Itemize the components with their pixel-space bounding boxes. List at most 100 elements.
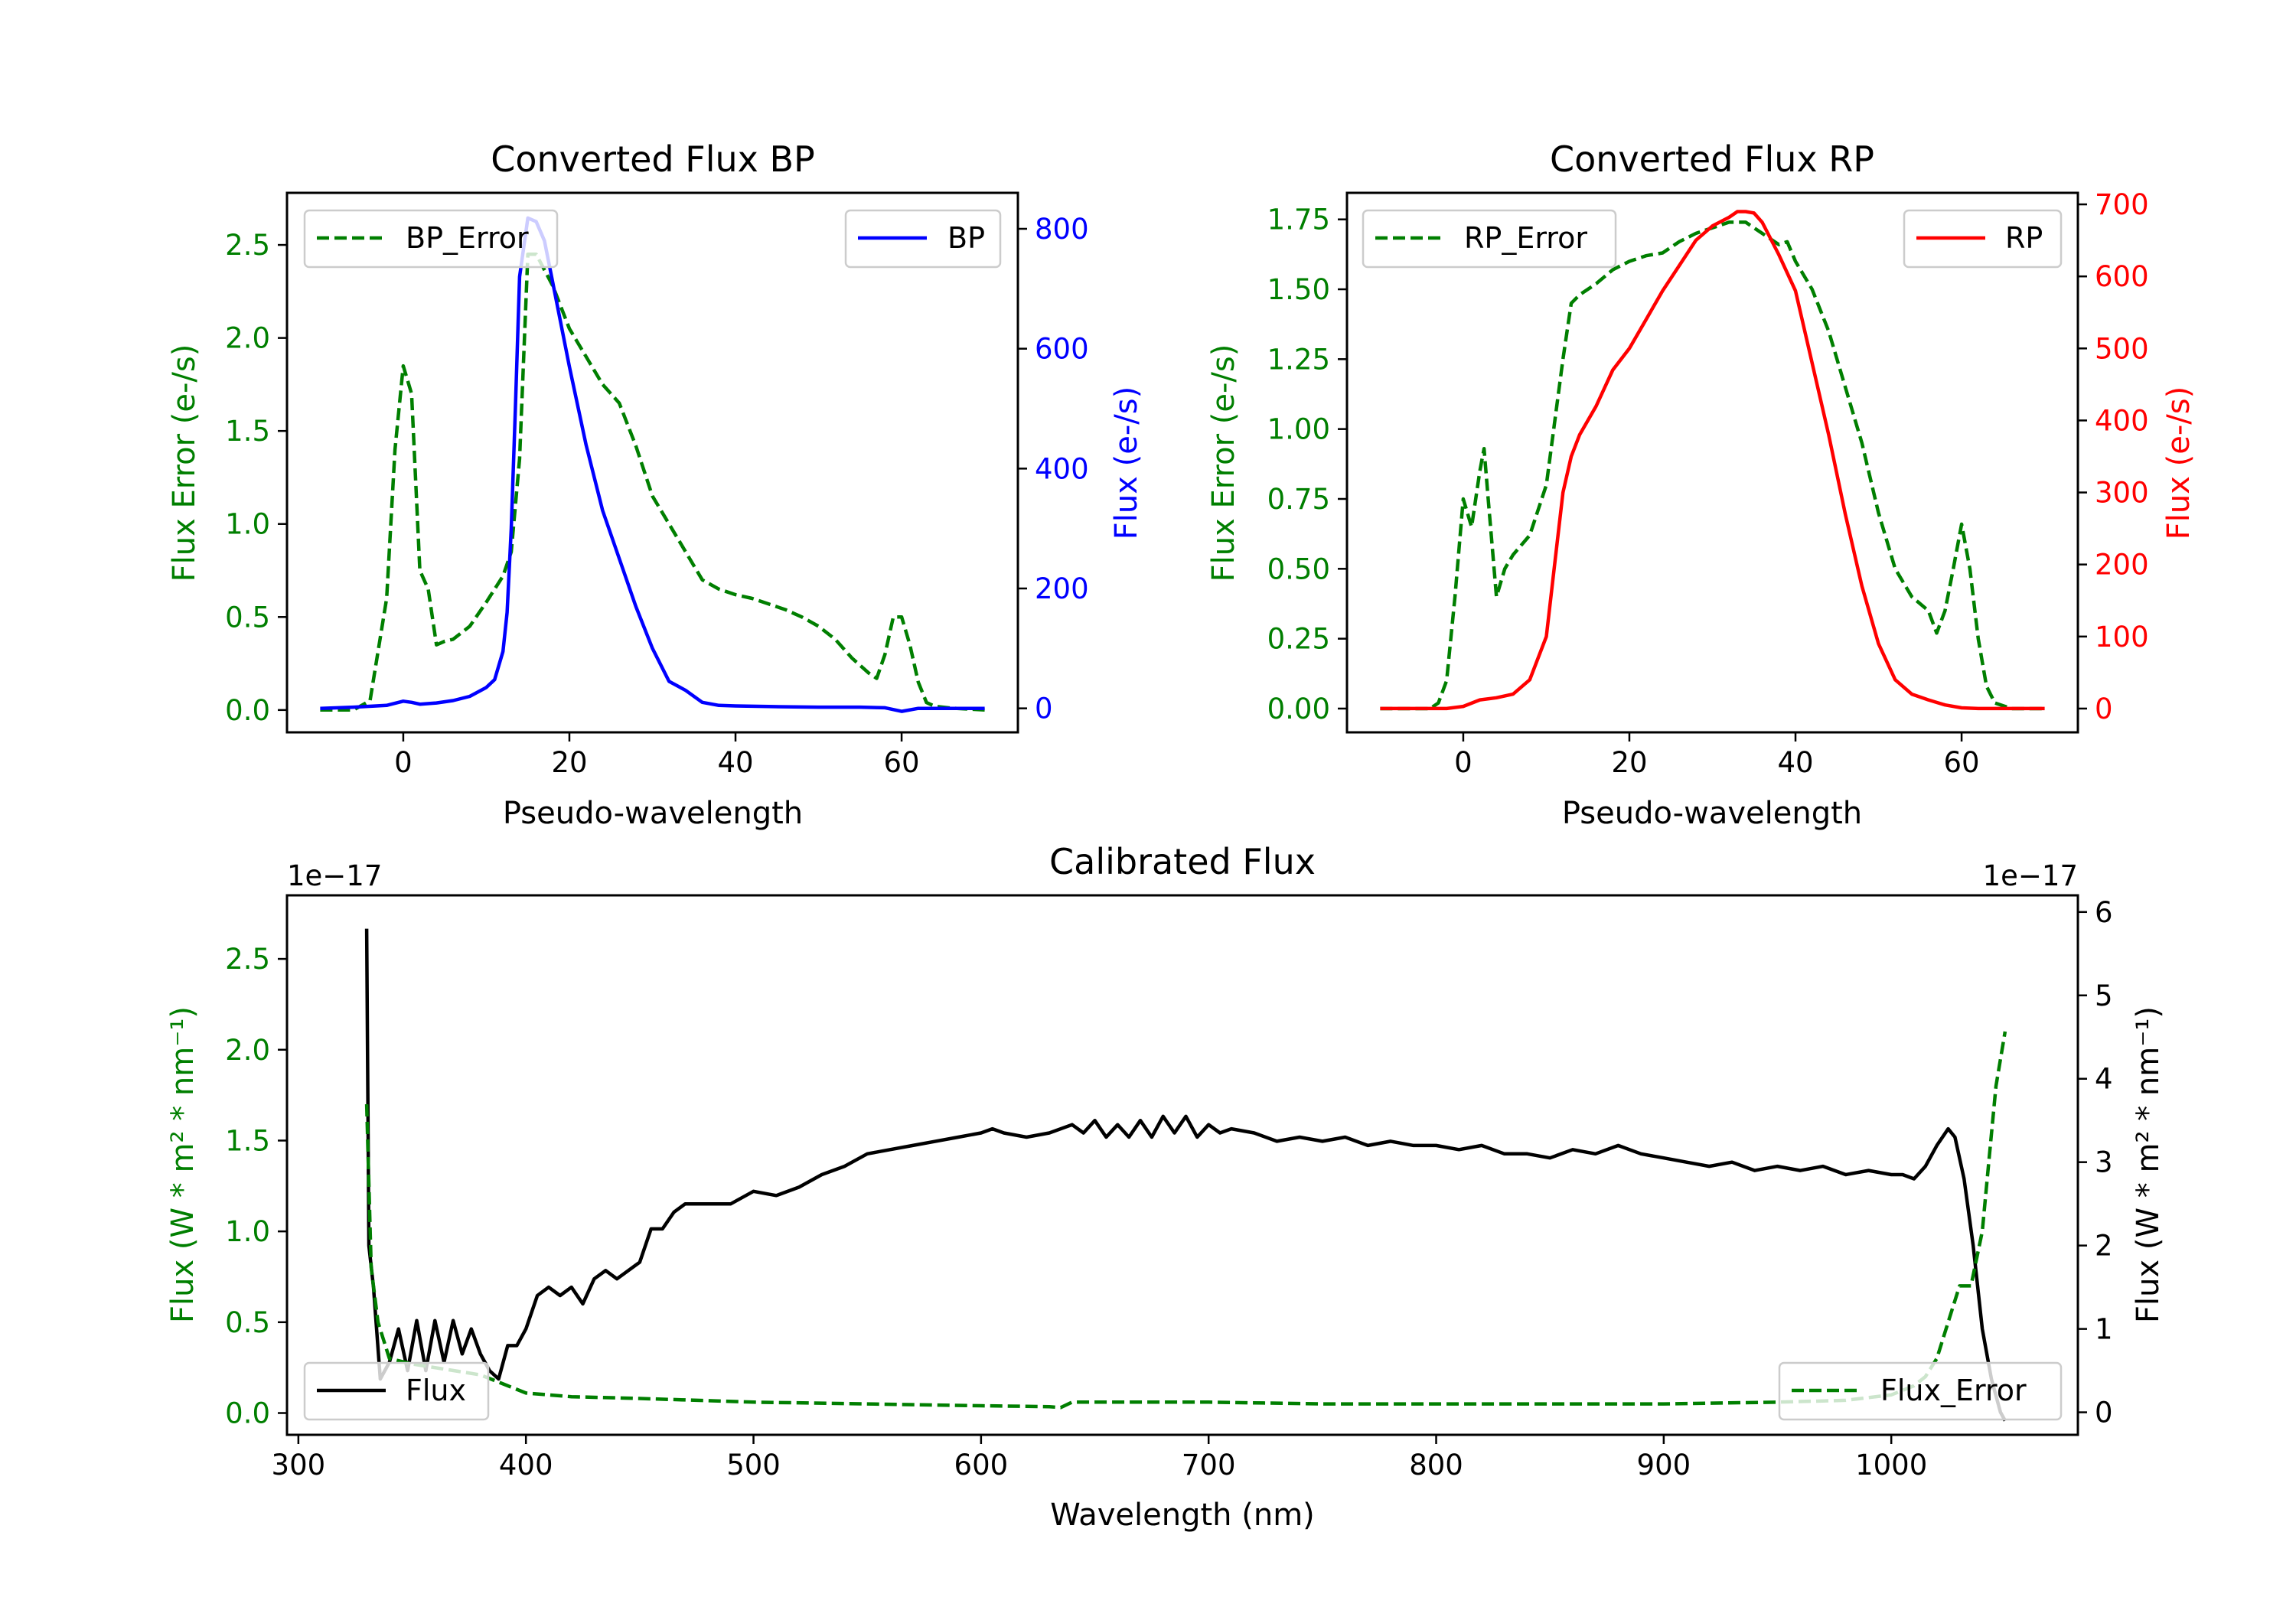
rp-right-ticks: 0 100 200 300 400 500 600 700 — [2078, 188, 2149, 725]
left-tick-label: 0.00 — [1267, 693, 1330, 725]
bp-right-ticks: 0 200 400 600 800 — [1018, 213, 1089, 725]
rp-legend-label: RP — [2005, 221, 2043, 255]
calibrated-left-axis-label: Flux (W * m² * nm⁻¹) — [165, 1006, 201, 1323]
bp-left-ticks: 0.0 0.5 1.0 1.5 2.0 2.5 — [225, 229, 287, 727]
right-tick-label: 200 — [1035, 572, 1089, 605]
x-tick-label: 700 — [1182, 1449, 1236, 1482]
flux-error-legend-label: Flux_Error — [1880, 1374, 2027, 1407]
bp-x-axis-label: Pseudo-wavelength — [503, 796, 803, 831]
calibrated-chart: Calibrated Flux 1e−17 1e−17 300 400 500 600… — [165, 841, 2166, 1533]
x-tick-label: 40 — [717, 746, 753, 779]
left-tick-label: 1.5 — [225, 1124, 270, 1157]
x-tick-label: 600 — [954, 1449, 1009, 1482]
x-tick-label: 500 — [726, 1449, 781, 1482]
right-tick-label: 5 — [2095, 980, 2113, 1012]
rp-error-legend-label: RP_Error — [1464, 221, 1587, 255]
bp-chart: Converted Flux BP 0 20 40 60 0.0 0.5 1.0 1.5 2.… — [167, 139, 1144, 831]
rp-axes-frame — [1345, 191, 2079, 734]
calibrated-x-axis-label: Wavelength (nm) — [1050, 1498, 1315, 1533]
left-tick-label: 1.5 — [225, 415, 270, 448]
x-tick-label: 900 — [1637, 1449, 1691, 1482]
left-tick-label: 0.75 — [1267, 483, 1330, 516]
flux-legend-label: Flux — [406, 1374, 466, 1407]
right-tick-label: 2 — [2095, 1230, 2113, 1263]
bp-right-axis-label: Flux (e-/s) — [1109, 386, 1144, 539]
rp-legend: RP — [1903, 209, 2063, 269]
bp-axes-frame — [285, 191, 1019, 734]
rp-left-axis-label: Flux Error (e-/s) — [1206, 344, 1241, 582]
rp-chart: Converted Flux RP 0 20 40 60 0.000.250.500.… — [1206, 139, 2197, 831]
bp-left-axis-label: Flux Error (e-/s) — [167, 344, 202, 582]
x-tick-label: 800 — [1409, 1449, 1463, 1482]
rp-left-ticks: 0.00 0.25 0.50 0.75 1.00 1.25 1.50 1.75 — [1267, 204, 1347, 725]
x-tick-label: 300 — [272, 1449, 326, 1482]
right-tick-label: 800 — [1035, 213, 1089, 246]
rp-right-axis-label: Flux (e-/s) — [2161, 386, 2197, 539]
left-tick-label: 2.5 — [225, 229, 270, 262]
right-tick-label: 0 — [1035, 693, 1053, 725]
bp-legend: BP — [844, 209, 1002, 269]
x-tick-label: 60 — [884, 746, 920, 779]
calibrated-x-ticks: 300 400 500 600 700 800 900 1000 — [272, 1435, 1927, 1482]
left-tick-label: 1.00 — [1267, 413, 1330, 446]
flux-error-legend: Flux_Error — [1778, 1361, 2063, 1421]
left-tick-label: 0.0 — [225, 694, 270, 727]
x-tick-label: 60 — [1944, 746, 1980, 779]
series-flux-line — [364, 928, 2007, 1422]
series-rp-line — [1380, 210, 2045, 711]
rp-chart-title: Converted Flux RP — [1550, 139, 1874, 180]
flux-error-legend-box — [1778, 1361, 2063, 1421]
right-tick-label: 400 — [2095, 404, 2149, 437]
right-tick-label: 300 — [2095, 477, 2149, 510]
left-tick-label: 0.5 — [225, 1306, 270, 1339]
left-tick-label: 1.25 — [1267, 343, 1330, 376]
series-rp-error-line — [1380, 220, 2045, 711]
left-tick-label: 2.0 — [225, 322, 270, 355]
left-tick-label: 2.0 — [225, 1034, 270, 1067]
bp-error-legend: BP_Error — [303, 209, 559, 269]
left-tick-label: 0.5 — [225, 601, 270, 634]
x-tick-label: 0 — [1454, 746, 1473, 779]
right-tick-label: 1 — [2095, 1313, 2113, 1346]
bp-chart-title: Converted Flux BP — [491, 139, 815, 180]
bp-x-ticks: 0 20 40 60 — [394, 732, 920, 779]
x-tick-label: 40 — [1777, 746, 1813, 779]
left-tick-label: 1.75 — [1267, 204, 1330, 236]
right-tick-label: 200 — [2095, 549, 2149, 582]
calibrated-right-ticks: 0 1 2 3 4 5 6 — [2078, 896, 2113, 1429]
right-tick-label: 4 — [2095, 1063, 2113, 1096]
calibrated-left-ticks: 0.0 0.5 1.0 1.5 2.0 2.5 — [225, 943, 287, 1430]
rp-plot-lines — [1380, 210, 2045, 711]
right-tick-label: 600 — [1035, 333, 1089, 366]
right-tick-label: 400 — [1035, 452, 1089, 485]
flux-legend-box — [303, 1361, 490, 1421]
right-tick-label: 700 — [2095, 188, 2149, 221]
left-tick-label: 0.50 — [1267, 553, 1330, 585]
x-tick-label: 20 — [551, 746, 587, 779]
left-tick-label: 1.50 — [1267, 273, 1330, 306]
right-tick-label: 6 — [2095, 896, 2113, 929]
right-tick-label: 500 — [2095, 332, 2149, 365]
left-tick-label: 1.0 — [225, 508, 270, 541]
bp-error-legend-box — [303, 209, 559, 269]
series-bp-line — [320, 216, 985, 713]
series-bp-error-line — [320, 252, 985, 712]
calibrated-chart-title: Calibrated Flux — [1049, 841, 1316, 882]
right-tick-label: 600 — [2095, 260, 2149, 293]
x-tick-label: 0 — [394, 746, 413, 779]
right-tick-label: 0 — [2095, 693, 2113, 725]
calibrated-left-offset-text: 1e−17 — [287, 859, 382, 892]
left-tick-label: 2.5 — [225, 943, 270, 976]
x-tick-label: 20 — [1611, 746, 1647, 779]
rp-error-legend-box — [1362, 209, 1617, 269]
left-tick-label: 0.0 — [225, 1397, 270, 1430]
rp-error-legend: RP_Error — [1362, 209, 1617, 269]
rp-x-ticks: 0 20 40 60 — [1454, 732, 1980, 779]
right-tick-label: 0 — [2095, 1397, 2113, 1429]
flux-legend: Flux — [303, 1361, 490, 1421]
x-tick-label: 400 — [499, 1449, 553, 1482]
calibrated-axes-frame — [285, 894, 2079, 1436]
right-tick-label: 3 — [2095, 1146, 2113, 1179]
rp-x-axis-label: Pseudo-wavelength — [1562, 796, 1862, 831]
